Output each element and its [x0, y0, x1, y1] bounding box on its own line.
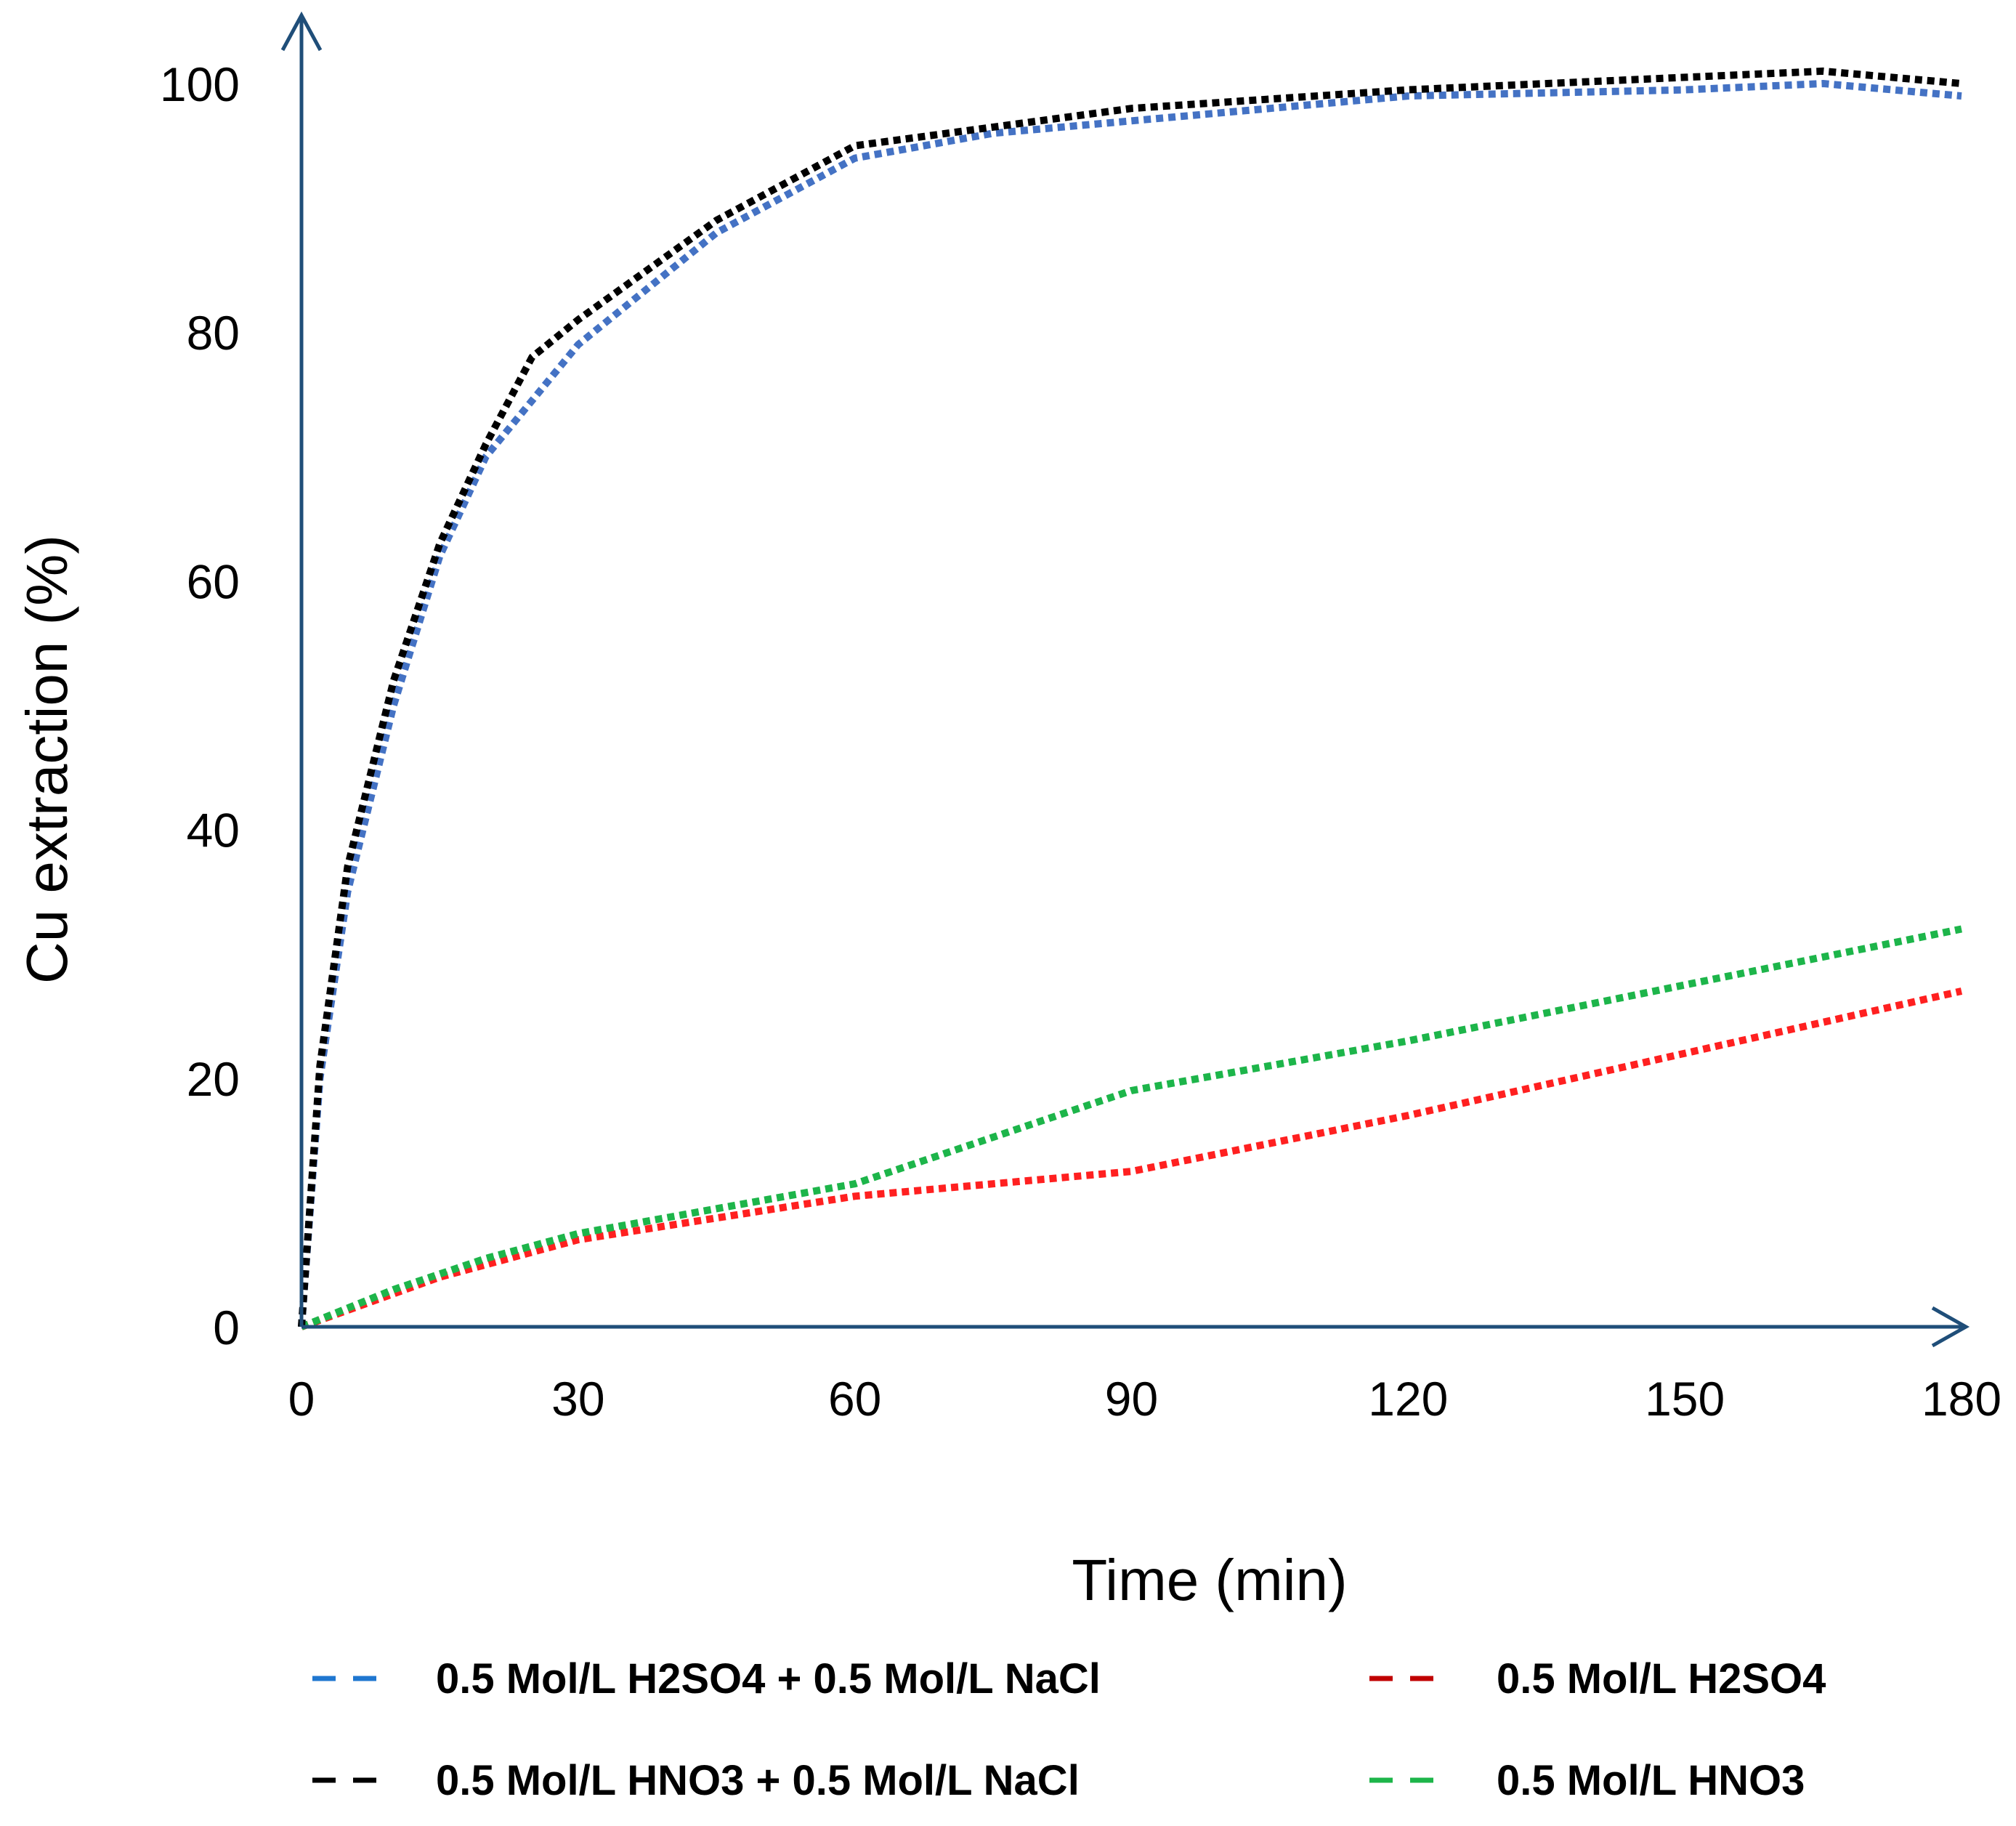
x-tick-label: 60	[828, 1372, 881, 1426]
series-line-1	[298, 80, 1962, 1328]
x-tick-labels: 0 30 60 90 120 150 180	[288, 1372, 2001, 1426]
series-line-4	[300, 925, 1962, 1330]
y-tick-label: 40	[187, 804, 240, 857]
x-tick-label: 120	[1368, 1372, 1448, 1426]
legend-label: 0.5 Mol/L HNO3	[1497, 1757, 1805, 1804]
series-line-3	[300, 987, 1963, 1330]
x-tick-label: 30	[551, 1372, 604, 1426]
series-layer	[298, 67, 1963, 1330]
y-tick-label: 100	[160, 57, 240, 111]
series-line-2	[298, 67, 1962, 1328]
legend-label: 0.5 Mol/L HNO3 + 0.5 Mol/L NaCl	[436, 1757, 1080, 1804]
y-tick-label: 0	[213, 1301, 240, 1354]
x-tick-label: 180	[1922, 1372, 2001, 1426]
y-tick-label: 80	[187, 306, 240, 360]
legend: 0.5 Mol/L H2SO4 + 0.5 Mol/L NaCl 0.5 Mol/…	[312, 1655, 1826, 1804]
x-tick-label: 90	[1105, 1372, 1158, 1426]
y-tick-labels: 0 20 40 60 80 100	[160, 57, 240, 1354]
x-axis-arrowhead	[1931, 1306, 1970, 1348]
x-tick-label: 150	[1645, 1372, 1725, 1426]
x-tick-label: 0	[288, 1372, 315, 1426]
y-tick-label: 20	[187, 1052, 240, 1106]
legend-label: 0.5 Mol/L H2SO4	[1497, 1655, 1826, 1702]
legend-label: 0.5 Mol/L H2SO4 + 0.5 Mol/L NaCl	[436, 1655, 1101, 1702]
y-axis-title: Cu extraction (%)	[15, 535, 79, 984]
y-axis-arrowhead	[280, 11, 323, 52]
y-tick-label: 60	[187, 554, 240, 608]
x-axis-title: Time (min)	[1072, 1548, 1347, 1612]
